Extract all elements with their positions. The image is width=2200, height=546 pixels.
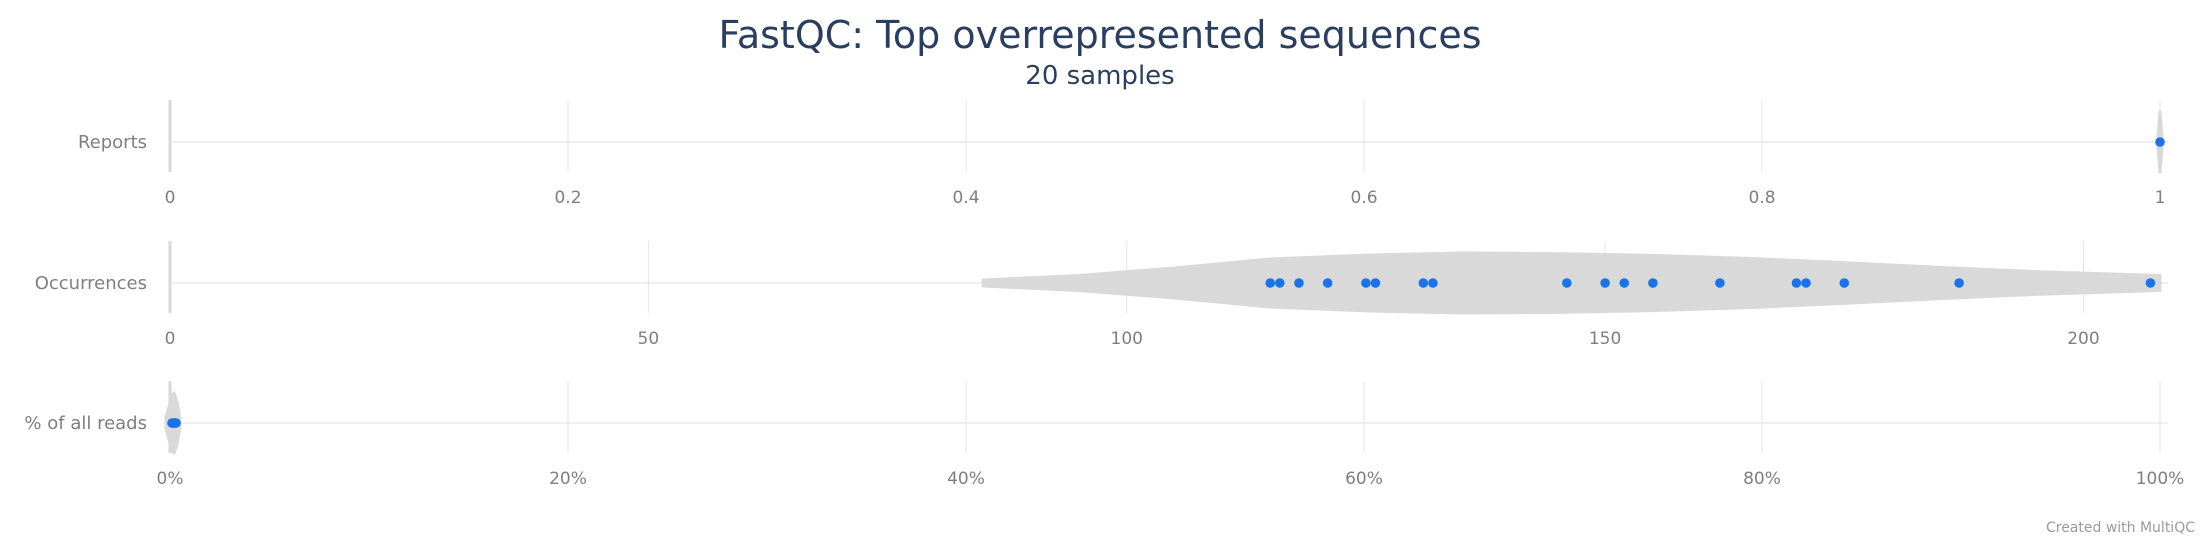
- data-point[interactable]: [1562, 278, 1572, 288]
- tick-label: 200: [2067, 329, 2099, 349]
- data-point[interactable]: [1265, 278, 1276, 288]
- tick-label: 0: [165, 188, 176, 208]
- data-point[interactable]: [2145, 278, 2156, 288]
- data-point[interactable]: [1275, 278, 1285, 288]
- tick-label: 50: [638, 329, 660, 349]
- data-point[interactable]: [1839, 278, 1850, 288]
- credit-text: Created with MultiQC: [2046, 520, 2195, 536]
- row-label: Occurrences: [35, 273, 147, 294]
- data-point[interactable]: [1715, 278, 1725, 288]
- data-point[interactable]: [1954, 278, 1964, 288]
- panel-2: % of all reads 0% 20% 40% 60% 80% 100%: [24, 381, 2184, 489]
- data-point[interactable]: [1428, 278, 1438, 288]
- panel-0: Reports 0 0.2 0.4 0.6 0.8 1: [78, 100, 2168, 208]
- tick-label: 100: [1111, 329, 1143, 349]
- data-point[interactable]: [1648, 278, 1658, 288]
- tick-label: 20%: [549, 469, 587, 489]
- data-point[interactable]: [1791, 278, 1802, 288]
- data-point[interactable]: [2155, 137, 2165, 147]
- data-point[interactable]: [1600, 278, 1610, 288]
- data-point[interactable]: [1361, 278, 1371, 288]
- row-label: Reports: [78, 132, 147, 153]
- panel-1: Occurrences 0 50 100 150 200: [35, 241, 2168, 349]
- tick-label: 100%: [2136, 469, 2185, 489]
- tick-label: 40%: [947, 469, 985, 489]
- tick-label: 1: [2155, 188, 2166, 208]
- data-point[interactable]: [1322, 278, 1333, 288]
- tick-label: 150: [1589, 329, 1621, 349]
- tick-label: 0.4: [952, 188, 979, 208]
- tick-label: 60%: [1345, 469, 1383, 489]
- tick-label: 0: [165, 329, 176, 349]
- tick-label: 80%: [1743, 469, 1781, 489]
- tick-label: 0.6: [1350, 188, 1377, 208]
- data-point[interactable]: [1801, 278, 1811, 288]
- tick-label: 0.2: [554, 188, 581, 208]
- tick-label: 0%: [157, 469, 184, 489]
- row-label: % of all reads: [24, 413, 147, 434]
- tick-label: 0.8: [1748, 188, 1775, 208]
- chart-title: FastQC: Top overrepresented sequences: [718, 13, 1481, 57]
- data-point[interactable]: [1294, 278, 1304, 288]
- data-point[interactable]: [1418, 278, 1429, 288]
- chart-panels: Reports 0 0.2 0.4 0.6 0.8 1 Occurrences 0 50 100 15…: [24, 100, 2184, 489]
- data-point[interactable]: [171, 418, 181, 428]
- data-point[interactable]: [1619, 278, 1630, 288]
- data-point[interactable]: [1370, 278, 1381, 288]
- chart-subtitle: 20 samples: [1025, 61, 1174, 91]
